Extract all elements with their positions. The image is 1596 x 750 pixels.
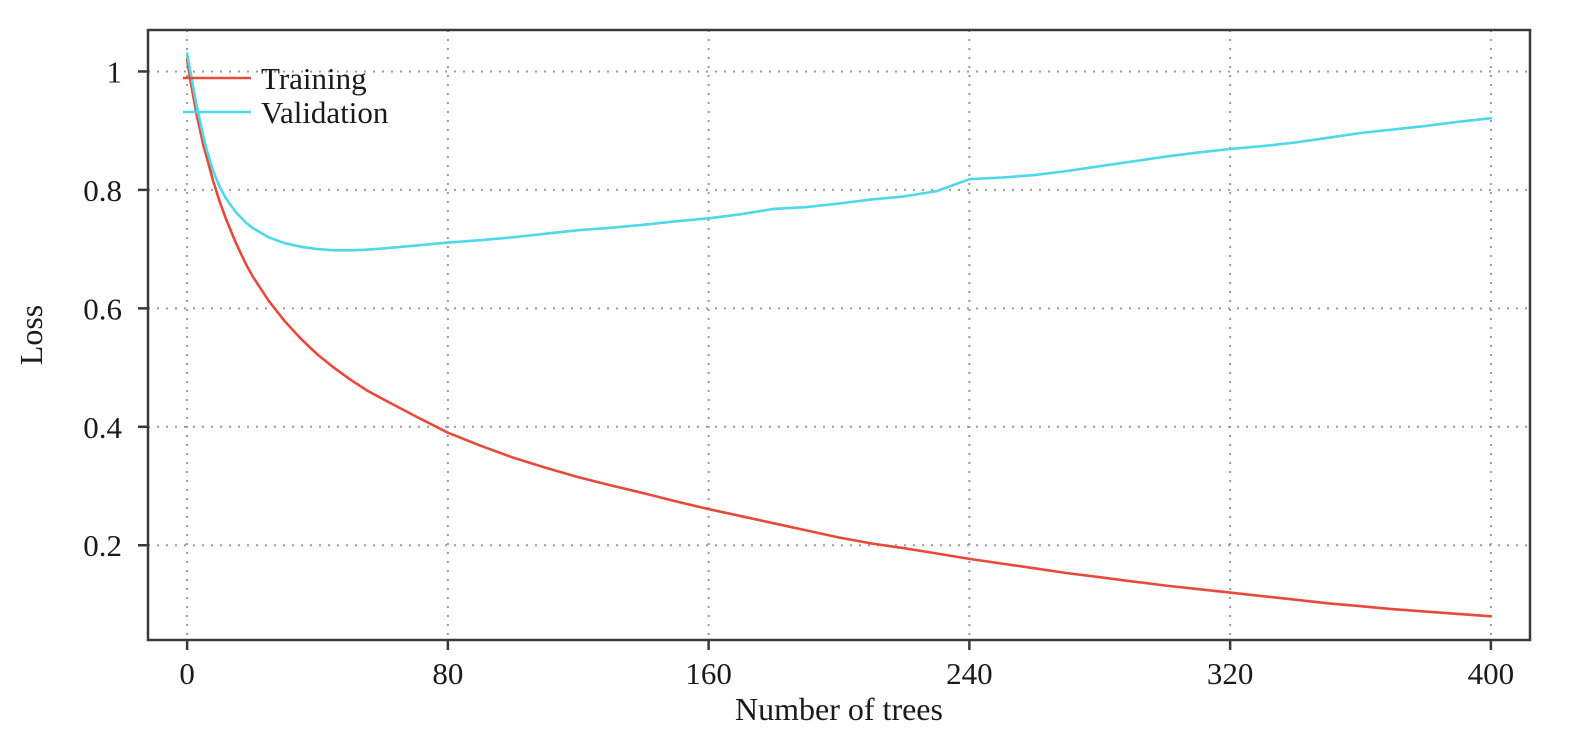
- y-tick-label: 0.2: [83, 528, 122, 563]
- series-line-training: [185, 58, 1493, 618]
- x-tick-label: 80: [432, 656, 463, 691]
- x-axis-label: Number of trees: [735, 691, 943, 727]
- x-tick-label: 0: [179, 656, 195, 691]
- x-tick-label: 160: [685, 656, 732, 691]
- x-tick-label: 240: [946, 656, 993, 691]
- y-tick-label: 0.8: [83, 173, 122, 208]
- series-line-validation: [185, 52, 1493, 252]
- y-tick-label: 0.4: [83, 410, 122, 445]
- legend-label-training: Training: [261, 61, 367, 96]
- y-tick-label: 1: [107, 54, 123, 89]
- x-tick-label: 400: [1468, 656, 1515, 691]
- x-tick-label: 320: [1207, 656, 1254, 691]
- y-tick-label: 0.6: [83, 291, 122, 326]
- legend-label-validation: Validation: [261, 95, 389, 130]
- y-axis-label: Loss: [13, 305, 49, 365]
- plot-frame: [146, 28, 1532, 642]
